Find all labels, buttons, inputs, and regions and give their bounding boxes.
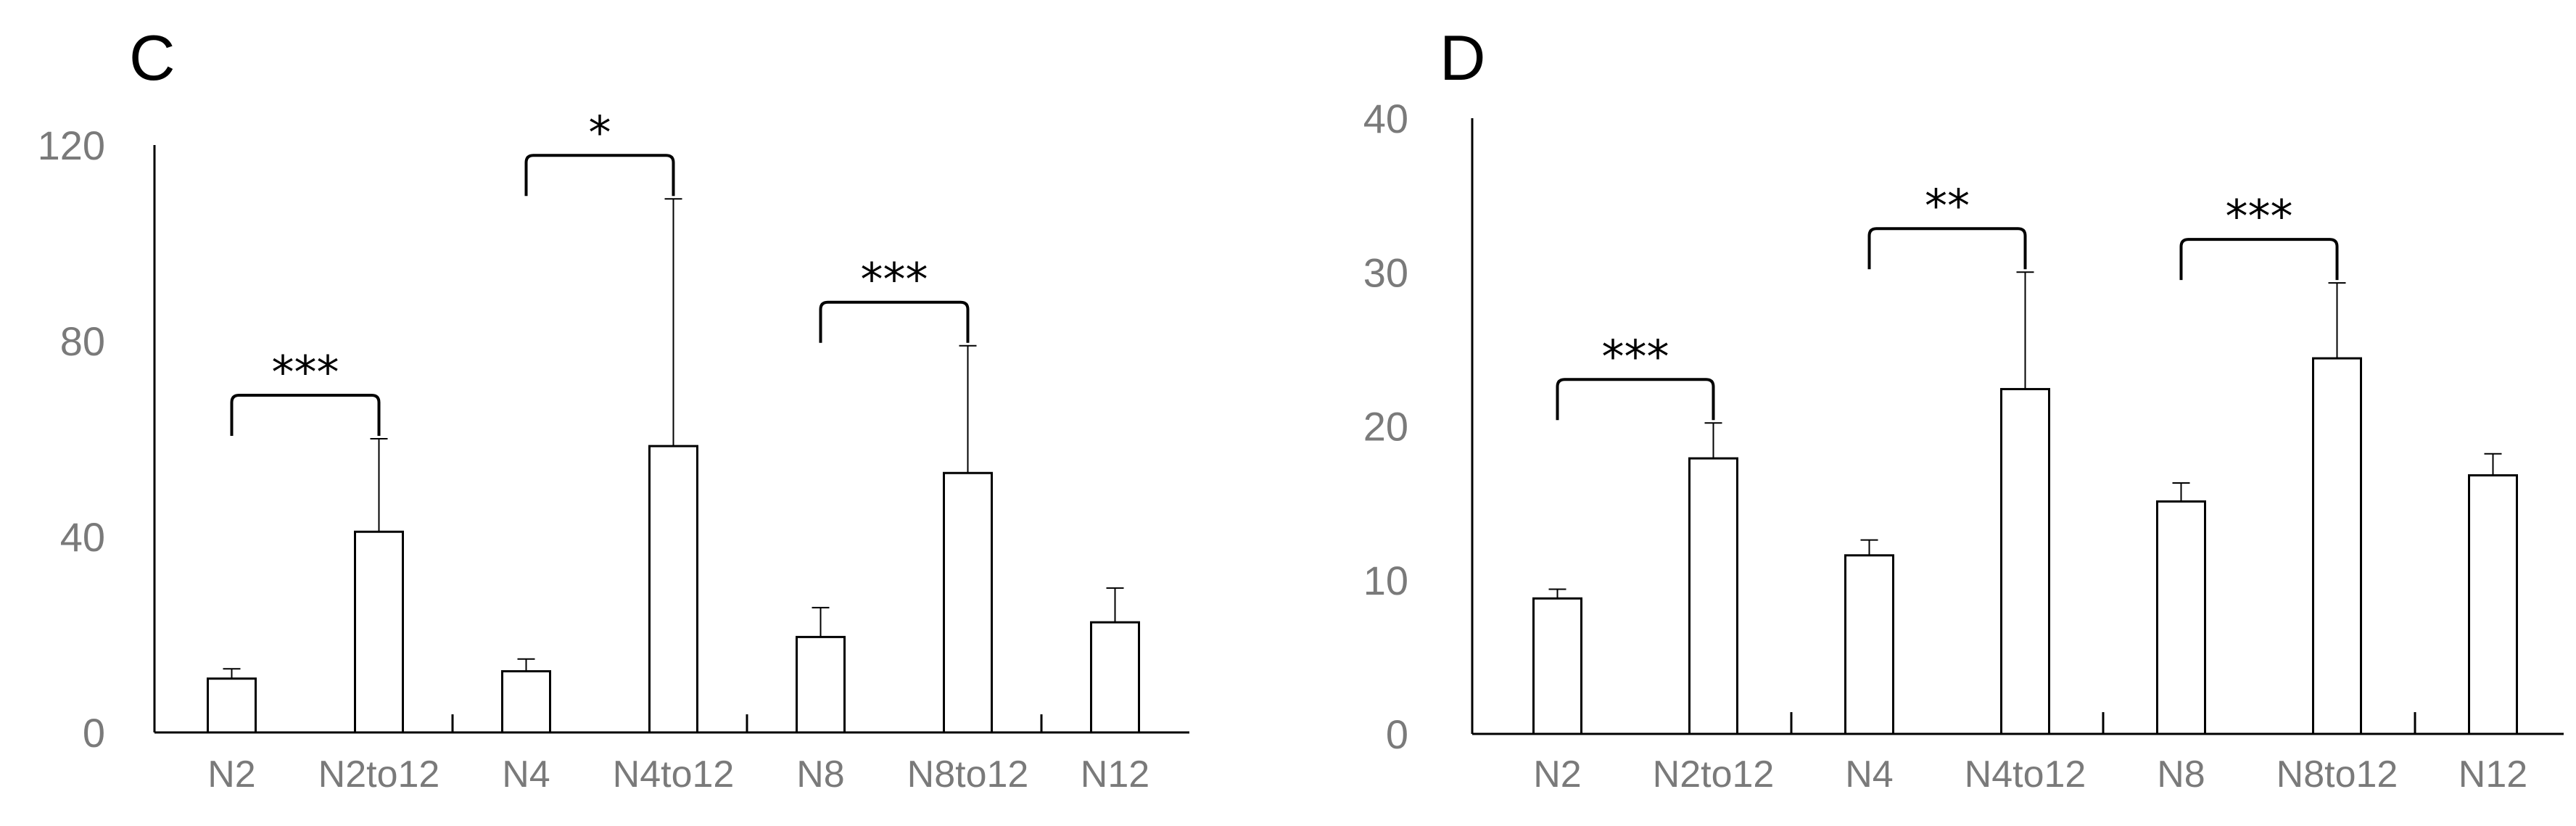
bar (943, 471, 993, 734)
y-tick-label: 10 (1363, 558, 1408, 603)
bar (2468, 474, 2518, 735)
category-label: N4 (1845, 753, 1893, 796)
bar (2312, 357, 2362, 735)
y-tick-label: 0 (83, 710, 105, 756)
significance-label: ** (1925, 179, 1970, 232)
y-tick-label: 20 (1363, 404, 1408, 450)
bar (501, 670, 551, 734)
category-label: N2to12 (318, 753, 440, 796)
significance-bracket (230, 394, 381, 436)
bar (207, 677, 257, 734)
significance-bracket (1556, 378, 1715, 421)
significance-label: * (589, 106, 611, 159)
panel-letter: C (129, 22, 176, 94)
y-tick-label: 120 (38, 123, 105, 168)
category-label: N2to12 (1653, 753, 1775, 796)
panel-letter: D (1440, 22, 1486, 94)
significance-label: *** (272, 346, 339, 399)
y-tick-label: 80 (60, 318, 105, 364)
significance-label: *** (861, 253, 928, 306)
y-tick-label: 0 (1386, 711, 1408, 757)
significance-bracket (819, 300, 970, 343)
significance-label: *** (2226, 190, 2293, 243)
bar (2000, 388, 2050, 735)
category-label: N8to12 (2276, 753, 2398, 796)
bar (354, 530, 404, 734)
significance-bracket (2179, 238, 2339, 281)
y-tick-label: 40 (60, 514, 105, 560)
significance-bracket (1867, 227, 2027, 270)
y-tick-label: 40 (1363, 96, 1408, 141)
bar (1090, 621, 1140, 734)
significance-label: *** (1602, 330, 1669, 383)
category-label: N4to12 (1965, 753, 2086, 796)
category-label: N2 (207, 753, 255, 796)
bar (1688, 457, 1738, 735)
bar (1844, 554, 1894, 735)
category-label: N4 (502, 753, 550, 796)
bar (796, 635, 846, 734)
bar (1532, 597, 1582, 735)
category-label: N12 (2459, 753, 2527, 796)
category-label: N12 (1081, 753, 1149, 796)
significance-bracket (524, 154, 675, 197)
category-label: N8 (2157, 753, 2205, 796)
bar (2156, 500, 2206, 735)
bar (648, 445, 698, 734)
category-label: N8 (796, 753, 844, 796)
category-label: N8to12 (907, 753, 1029, 796)
y-tick-label: 30 (1363, 249, 1408, 295)
category-label: N2 (1533, 753, 1581, 796)
category-label: N4to12 (613, 753, 735, 796)
